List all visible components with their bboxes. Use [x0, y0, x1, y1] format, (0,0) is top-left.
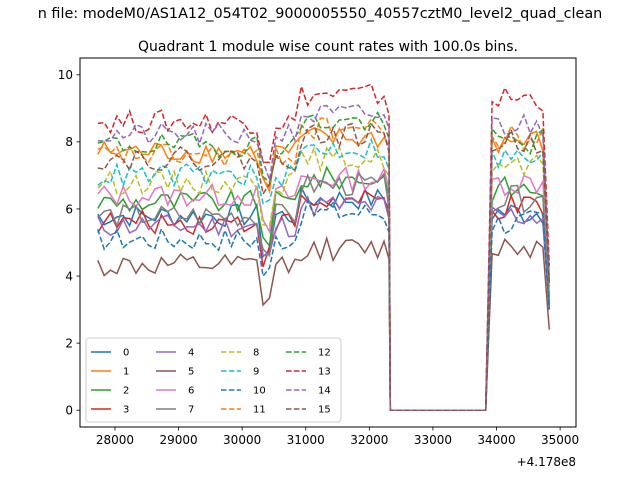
legend-label-10: 10 — [253, 386, 266, 397]
x-tick-label: 30000 — [223, 433, 261, 447]
x-tick-label: 29000 — [159, 433, 197, 447]
axes-frame — [79, 57, 577, 428]
plot-area: 28000 29000 30000 31000 32000 33000 34000 35000… — [58, 57, 579, 469]
series-line-14 — [97, 104, 551, 411]
x-axis: 28000 29000 30000 31000 32000 33000 34000 35000 — [96, 427, 579, 447]
legend-frame — [85, 337, 342, 423]
legend-label-9: 9 — [253, 367, 259, 378]
legend-label-12: 12 — [318, 348, 331, 359]
series-line-13 — [97, 83, 551, 411]
x-tick-label: 33000 — [414, 433, 452, 447]
legend-label-8: 8 — [253, 348, 259, 359]
legend-label-2: 2 — [123, 386, 129, 397]
series-layer — [97, 83, 551, 411]
figure-suptitle: n file: modeM0/AS1A12_054T02_9000005550_… — [38, 6, 603, 22]
y-tick-label: 8 — [65, 135, 73, 149]
x-tick-label: 28000 — [96, 433, 134, 447]
legend-label-6: 6 — [188, 386, 194, 397]
legend-label-4: 4 — [188, 348, 194, 359]
y-tick-label: 2 — [65, 336, 73, 350]
series-line-9 — [97, 137, 551, 411]
legend-label-11: 11 — [253, 405, 266, 416]
y-tick-label: 6 — [65, 202, 73, 216]
series-line-11 — [97, 117, 551, 411]
legend-label-13: 13 — [318, 367, 331, 378]
legend-label-5: 5 — [188, 367, 194, 378]
x-tick-label: 34000 — [477, 433, 515, 447]
y-tick-label: 10 — [58, 68, 73, 82]
legend-label-15: 15 — [318, 405, 331, 416]
x-tick-label: 31000 — [287, 433, 325, 447]
series-line-15 — [97, 122, 551, 411]
y-tick-label: 0 — [65, 404, 73, 418]
y-tick-label: 4 — [65, 269, 73, 283]
x-tick-label: 35000 — [541, 433, 579, 447]
chart-title: Quadrant 1 module wise count rates with … — [138, 39, 518, 55]
legend-label-3: 3 — [123, 405, 129, 416]
legend-label-1: 1 — [123, 367, 129, 378]
legend-label-14: 14 — [318, 386, 331, 397]
x-tick-label: 32000 — [350, 433, 388, 447]
legend-label-7: 7 — [188, 405, 194, 416]
y-axis: 0 2 4 6 8 10 — [58, 68, 80, 418]
legend-label-0: 0 — [123, 348, 129, 359]
x-offset-label: +4.178e8 — [517, 455, 576, 469]
